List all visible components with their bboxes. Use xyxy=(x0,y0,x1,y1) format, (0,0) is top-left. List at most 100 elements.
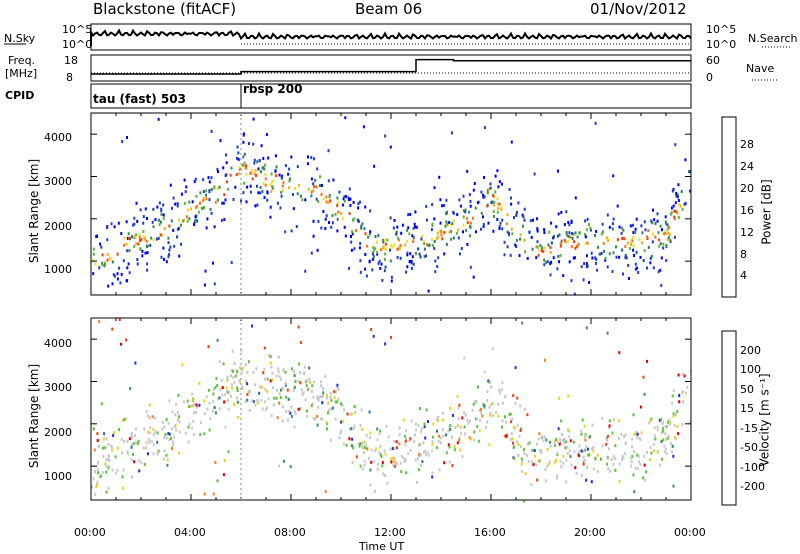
velocity-echo-cell xyxy=(230,369,233,372)
velocity-echo-cell xyxy=(527,442,530,446)
range-tick: 1000 xyxy=(44,263,72,276)
velocity-echo-cell xyxy=(337,397,340,401)
power-echo-cell xyxy=(324,217,327,221)
velocity-echo-cell xyxy=(168,438,171,442)
velocity-echo-cell xyxy=(663,450,666,454)
power-echo-cell xyxy=(510,227,513,231)
velocity-echo-cell xyxy=(233,362,236,365)
power-echo-cell xyxy=(162,203,165,207)
velocity-echo-cell xyxy=(428,453,431,457)
velocity-echo-cell xyxy=(215,376,218,380)
power-echo-cell xyxy=(186,215,188,219)
velocity-echo-cell xyxy=(512,456,515,460)
power-echo-cell xyxy=(688,189,691,193)
power-echo-cell xyxy=(216,167,219,171)
velocity-echo-cell xyxy=(236,400,239,404)
velocity-noise-point xyxy=(129,387,132,391)
velocity-echo-cell xyxy=(567,428,569,432)
power-echo-cell xyxy=(272,186,274,190)
velocity-echo-cell xyxy=(369,431,372,435)
velocity-echo-cell xyxy=(222,362,225,366)
power-echo-cell xyxy=(635,217,638,221)
power-echo-cell xyxy=(103,264,106,268)
velocity-echo-cell xyxy=(469,419,471,423)
velocity-echo-cell xyxy=(337,387,340,391)
velocity-echo-cell xyxy=(370,460,373,464)
power-echo-cell xyxy=(510,202,513,206)
velocity-echo-cell xyxy=(271,386,274,390)
power-echo-cell xyxy=(452,211,455,215)
velocity-echo-cell xyxy=(346,412,349,416)
power-noise-point xyxy=(341,203,344,207)
power-echo-cell xyxy=(259,170,262,174)
power-echo-cell xyxy=(379,266,382,270)
velocity-echo-cell xyxy=(660,417,662,421)
velocity-echo-cell xyxy=(343,408,346,412)
velocity-echo-cell xyxy=(309,381,311,385)
velocity-echo-cell xyxy=(191,392,194,396)
velocity-echo-cell xyxy=(275,374,278,378)
range-tick: 3000 xyxy=(44,175,72,188)
power-echo-cell xyxy=(462,209,465,213)
power-echo-cell xyxy=(598,252,601,256)
power-noise-point xyxy=(365,274,368,278)
velocity-echo-cell xyxy=(293,425,296,429)
power-echo-cell xyxy=(503,240,506,244)
velocity-echo-cell xyxy=(489,412,492,415)
velocity-echo-cell xyxy=(113,431,116,435)
velocity-noise-point xyxy=(488,443,491,447)
power-echo-cell xyxy=(242,132,245,136)
velocity-echo-cell xyxy=(107,466,110,470)
power-echo-cell xyxy=(127,262,130,266)
power-noise-point xyxy=(128,271,131,275)
power-echo-cell xyxy=(621,236,624,240)
power-echo-cell xyxy=(573,240,575,244)
velocity-echo-cell xyxy=(590,480,593,484)
power-echo-cell xyxy=(315,185,318,189)
power-echo-cell xyxy=(423,255,426,259)
velocity-noise-point xyxy=(463,356,466,360)
velocity-echo-cell xyxy=(123,418,126,421)
power-echo-cell xyxy=(139,208,142,212)
power-echo-cell xyxy=(567,235,570,238)
velocity-echo-cell xyxy=(116,446,119,450)
velocity-echo-cell xyxy=(404,439,407,443)
velocity-echo-cell xyxy=(387,435,390,439)
power-echo-cell xyxy=(422,240,425,244)
power-echo-cell xyxy=(189,207,192,211)
power-echo-cell xyxy=(202,206,205,210)
velocity-echo-cell xyxy=(376,438,379,442)
velocity-echo-cell xyxy=(152,433,155,437)
velocity-echo-cell xyxy=(305,384,308,388)
velocity-echo-cell xyxy=(308,377,311,381)
velocity-echo-cell xyxy=(253,400,255,404)
velocity-echo-cell xyxy=(400,470,403,474)
velocity-echo-cell xyxy=(299,371,302,374)
power-echo-cell xyxy=(590,251,593,255)
power-echo-cell xyxy=(322,197,325,201)
velocity-echo-cell xyxy=(297,362,300,366)
velocity-echo-cell xyxy=(230,374,232,378)
power-echo-cell xyxy=(627,263,630,267)
velocity-noise-point xyxy=(677,373,680,377)
power-echo-cell xyxy=(443,231,446,235)
power-echo-cell xyxy=(674,201,677,205)
power-echo-cell xyxy=(199,191,202,195)
velocity-echo-cell xyxy=(556,476,558,480)
power-echo-cell xyxy=(515,213,518,217)
power-echo-cell xyxy=(120,232,123,236)
velocity-echo-cell xyxy=(358,444,361,448)
power-noise-point xyxy=(483,126,486,130)
nsky-line xyxy=(90,28,692,46)
nave-label: Nave xyxy=(746,62,775,75)
velocity-echo-cell xyxy=(568,429,571,433)
power-echo-cell xyxy=(553,234,555,238)
velocity-echo-cell xyxy=(538,432,541,436)
velocity-echo-cell xyxy=(263,346,266,350)
velocity-echo-cell xyxy=(632,473,635,477)
velocity-echo-cell xyxy=(277,367,280,371)
power-echo-cell xyxy=(245,164,248,168)
velocity-echo-cell xyxy=(490,385,493,389)
power-echo-cell xyxy=(537,253,540,257)
power-echo-cell xyxy=(325,200,328,204)
